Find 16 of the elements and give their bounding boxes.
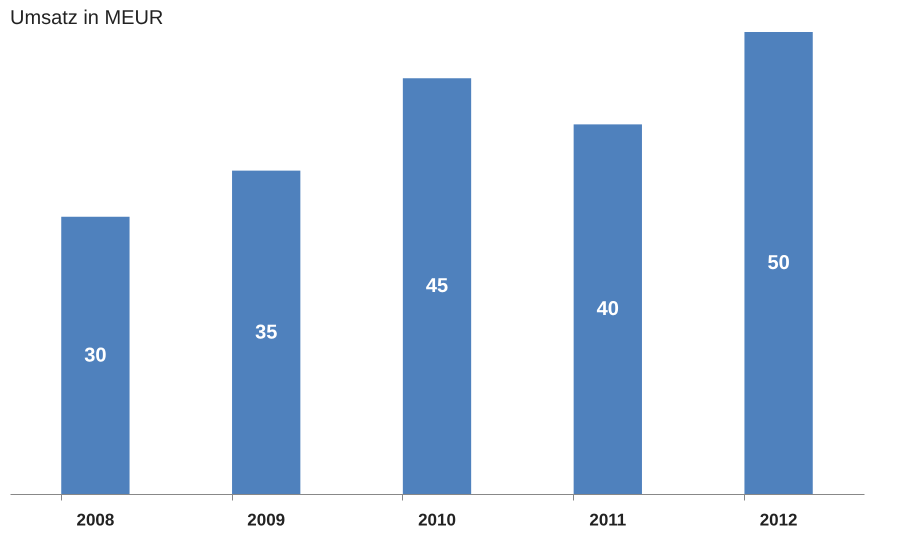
data-label: 50 [767, 252, 790, 274]
bar [574, 124, 642, 494]
data-label: 45 [426, 275, 448, 298]
bar [232, 170, 300, 494]
chart-title: Umsatz in MEUR [10, 7, 164, 29]
x-tick-label: 2012 [760, 510, 798, 530]
data-label: 35 [255, 321, 278, 344]
x-tick-label: 2009 [247, 510, 286, 530]
data-label: 30 [84, 344, 107, 366]
bar [402, 78, 472, 494]
x-tick-label: 2011 [589, 510, 626, 530]
bar [744, 32, 813, 494]
x-tick-label: 2010 [418, 510, 456, 530]
bar [61, 216, 130, 494]
x-tick-label: 2008 [76, 510, 114, 530]
data-label: 40 [596, 298, 619, 320]
